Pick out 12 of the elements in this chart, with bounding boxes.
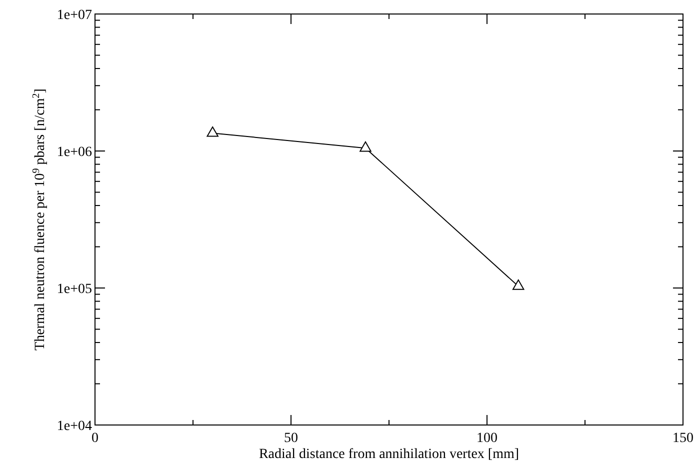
x-tick-label: 100 <box>476 431 498 446</box>
point <box>512 280 524 290</box>
point <box>206 126 218 137</box>
point <box>360 141 372 152</box>
x-tick-label: 50 <box>284 431 298 446</box>
x-tick-label: 150 <box>672 431 694 446</box>
y-tick-label: 1e+07 <box>56 8 92 23</box>
y-tick-label: 1e+05 <box>56 282 92 297</box>
y-tick-label: 1e+06 <box>56 144 92 160</box>
x-tick-label: 0 <box>92 431 98 446</box>
x-axis-title: Radial distance from annihilation vertex [mm] <box>258 447 520 462</box>
y-tick-label: 1e+04 <box>56 418 92 434</box>
